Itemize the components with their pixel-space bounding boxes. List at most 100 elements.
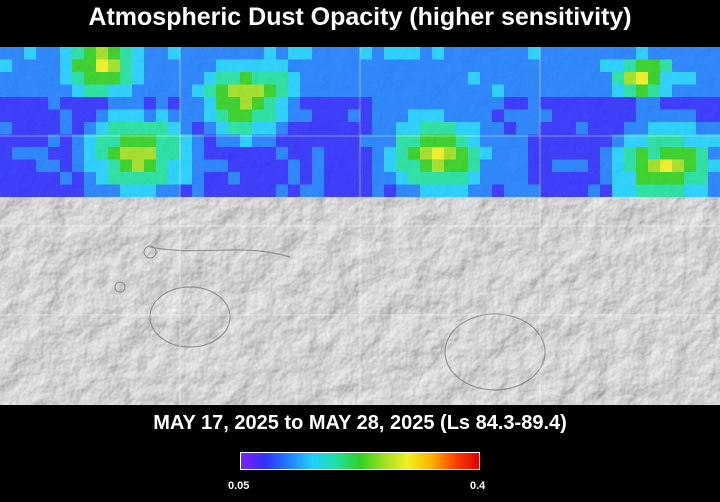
- dust-cell: [708, 159, 720, 172]
- dust-cell: [672, 97, 684, 110]
- dust-cell: [624, 72, 636, 85]
- dust-cell: [252, 109, 264, 122]
- dust-cell: [204, 109, 216, 122]
- dust-cell: [240, 159, 252, 172]
- dust-cell: [132, 72, 144, 85]
- dust-cell: [528, 109, 540, 122]
- dust-cell: [396, 159, 408, 172]
- dust-cell: [108, 122, 120, 135]
- dust-cell: [672, 84, 684, 97]
- dust-cell: [432, 109, 444, 122]
- dust-cell: [300, 172, 312, 185]
- dust-cell: [516, 84, 528, 97]
- dust-cell: [336, 172, 348, 185]
- dust-cell: [264, 122, 276, 135]
- dust-cell: [216, 159, 228, 172]
- dust-cell: [12, 172, 24, 185]
- dust-cell: [504, 184, 516, 197]
- dust-cell: [180, 97, 192, 110]
- dust-cell: [96, 84, 108, 97]
- dust-cell: [708, 122, 720, 135]
- dust-cell: [660, 109, 672, 122]
- dust-cell: [72, 184, 84, 197]
- dust-cell: [24, 84, 36, 97]
- dust-cell: [372, 134, 384, 147]
- dust-cell: [144, 147, 156, 160]
- dust-cell: [120, 84, 132, 97]
- dust-cell: [276, 159, 288, 172]
- dust-cell: [60, 147, 72, 160]
- dust-cell: [708, 97, 720, 110]
- dust-cell: [60, 47, 72, 60]
- dust-cell: [672, 159, 684, 172]
- dust-cell: [144, 97, 156, 110]
- dust-cell: [360, 109, 372, 122]
- dust-cell: [276, 109, 288, 122]
- dust-cell: [204, 59, 216, 72]
- dust-cell: [504, 147, 516, 160]
- dust-cell: [588, 184, 600, 197]
- dust-cell: [648, 122, 660, 135]
- dust-cell: [48, 59, 60, 72]
- dust-cell: [528, 184, 540, 197]
- dust-cell: [348, 47, 360, 60]
- dust-cell: [252, 122, 264, 135]
- dust-cell: [192, 109, 204, 122]
- dust-cell: [480, 134, 492, 147]
- dust-cell: [96, 147, 108, 160]
- crater-hellas: [444, 313, 546, 391]
- dust-cell: [372, 47, 384, 60]
- dust-cell: [192, 122, 204, 135]
- dust-cell: [348, 97, 360, 110]
- dust-cell: [504, 84, 516, 97]
- dust-cell: [12, 84, 24, 97]
- dust-cell: [84, 47, 96, 60]
- dust-cell: [708, 47, 720, 60]
- dust-cell: [660, 97, 672, 110]
- dust-cell: [360, 97, 372, 110]
- dust-cell: [696, 59, 708, 72]
- dust-cell: [312, 159, 324, 172]
- dust-cell: [636, 172, 648, 185]
- dust-cell: [696, 134, 708, 147]
- dust-cell: [216, 134, 228, 147]
- dust-cell: [228, 184, 240, 197]
- dust-cell: [480, 184, 492, 197]
- dust-cell: [408, 159, 420, 172]
- dust-cell: [360, 59, 372, 72]
- dust-cell: [132, 172, 144, 185]
- dust-cell: [288, 72, 300, 85]
- dust-cell: [420, 72, 432, 85]
- dust-cell: [12, 134, 24, 147]
- dust-cell: [684, 172, 696, 185]
- colorbar: [240, 452, 480, 470]
- dust-cell: [156, 172, 168, 185]
- dust-cell: [156, 97, 168, 110]
- dust-cell: [96, 159, 108, 172]
- dust-cell: [468, 47, 480, 60]
- date-range: MAY 17, 2025 to MAY 28, 2025 (Ls 84.3-89…: [153, 412, 567, 434]
- dust-cell: [672, 122, 684, 135]
- dust-cell: [540, 184, 552, 197]
- dust-cell: [612, 172, 624, 185]
- dust-cell: [300, 134, 312, 147]
- dust-cell: [24, 72, 36, 85]
- dust-cell: [72, 172, 84, 185]
- dust-cell: [132, 97, 144, 110]
- dust-cell: [12, 47, 24, 60]
- dust-cell: [648, 59, 660, 72]
- dust-cell: [408, 134, 420, 147]
- dust-cell: [24, 122, 36, 135]
- dust-cell: [588, 134, 600, 147]
- dust-cell: [468, 109, 480, 122]
- dust-cell: [660, 47, 672, 60]
- dust-cell: [84, 122, 96, 135]
- dust-cell: [504, 109, 516, 122]
- dust-cell: [72, 59, 84, 72]
- dust-cell: [48, 172, 60, 185]
- dust-cell: [396, 97, 408, 110]
- dust-cell: [36, 59, 48, 72]
- dust-cell: [192, 97, 204, 110]
- dust-cell: [456, 72, 468, 85]
- dust-cell: [576, 122, 588, 135]
